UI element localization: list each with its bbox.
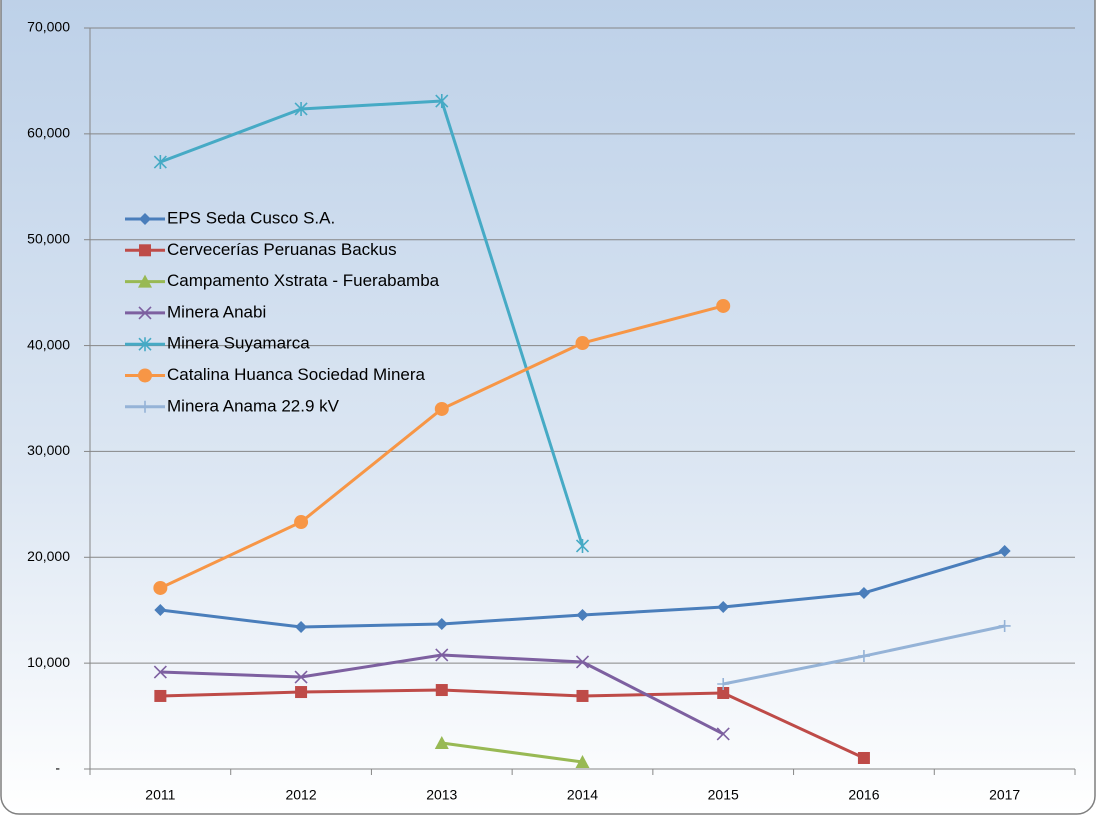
marker [294,515,309,530]
marker [294,101,308,116]
y-tick-label: 40,000 [27,336,70,352]
marker [575,655,590,669]
marker [154,689,167,702]
marker [435,617,448,630]
legend-label: Minera Suyamarca [167,334,310,353]
marker [435,648,449,662]
series-line [441,741,583,764]
marker [717,686,730,699]
legend-label: Campamento Xstrata - Fuerabamba [167,271,440,290]
marker [576,689,589,702]
marker [139,244,151,257]
marker [575,755,590,769]
marker [295,621,308,634]
x-tick-label: 2011 [145,787,175,803]
y-tick-label: 70,000 [27,19,70,35]
x-tick-label: 2017 [989,787,1020,803]
y-tick-label: 60,000 [27,125,70,141]
marker [138,274,152,288]
marker [857,751,870,764]
legend-label: Minera Anama 22.9 kV [167,396,340,415]
y-tick-label: - [55,760,60,776]
marker [716,727,730,741]
legend-label: Minera Anabi [167,302,266,321]
marker [716,298,731,313]
marker [434,735,449,749]
marker [576,608,589,621]
marker [435,94,449,109]
marker [435,684,448,697]
x-tick-label: 2014 [567,787,598,803]
marker [857,586,870,599]
legend-label: Catalina Huanca Sociedad Minera [167,365,426,384]
marker [154,604,167,617]
legend-label: EPS Seda Cusco S.A. [167,208,335,227]
legend-label: Cervecerías Peruanas Backus [167,240,397,259]
series-line [160,688,865,760]
marker [434,401,449,416]
marker [153,665,167,679]
x-tick-label: 2015 [708,787,739,803]
marker [153,580,168,595]
y-tick-label: 50,000 [27,230,70,246]
marker [139,213,151,225]
series-line [159,99,584,547]
marker [138,306,152,320]
marker [139,400,151,413]
marker [717,601,730,614]
y-tick-label: 30,000 [27,442,70,458]
marker [294,670,308,684]
x-tick-label: 2012 [285,787,316,803]
marker [998,545,1011,558]
y-tick-label: 10,000 [27,654,70,670]
y-tick-label: 20,000 [27,548,70,564]
x-tick-label: 2013 [426,787,457,803]
marker [295,686,308,699]
x-tick-label: 2016 [848,787,879,803]
marker [857,650,870,663]
marker [575,538,590,553]
marker [138,368,152,383]
marker [138,337,152,352]
marker [575,336,590,351]
marker [717,677,730,690]
marker [998,619,1011,632]
marker [153,155,167,170]
